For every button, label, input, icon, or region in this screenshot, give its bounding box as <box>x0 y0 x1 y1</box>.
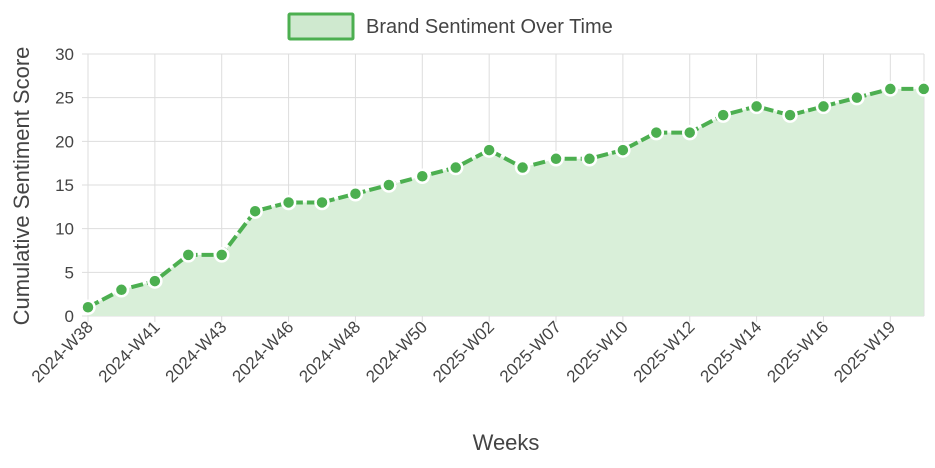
data-points <box>80 81 932 316</box>
x-tick-label: 2025-W07 <box>496 317 565 386</box>
data-point <box>314 194 330 211</box>
x-tick-label: 2025-W19 <box>830 317 899 386</box>
data-point <box>514 159 531 176</box>
y-tick-label: 25 <box>55 89 74 108</box>
x-tick-label: 2024-W43 <box>162 317 231 386</box>
area-fill <box>88 88 924 316</box>
x-tick-label: 2024-W48 <box>295 317 364 386</box>
x-tick-label: 2025-W02 <box>429 317 498 386</box>
legend[interactable]: Brand Sentiment Over Time <box>287 12 613 41</box>
data-point <box>147 273 163 289</box>
y-axis-ticks: 0 5 10 15 20 25 30 <box>55 45 74 326</box>
x-axis-title: Weeks <box>473 430 540 455</box>
x-tick-label: 2024-W38 <box>28 317 97 386</box>
data-point <box>113 282 130 298</box>
data-point <box>581 151 598 167</box>
data-point <box>615 142 631 158</box>
data-point <box>80 299 96 316</box>
x-tick-label: 2025-W14 <box>697 317 766 386</box>
data-point <box>681 124 698 141</box>
legend-swatch[interactable] <box>287 12 355 41</box>
x-tick-label: 2024-W46 <box>229 317 298 386</box>
data-point <box>213 247 230 263</box>
x-tick-label: 2024-W50 <box>362 317 431 386</box>
data-point <box>782 107 798 123</box>
area-layer <box>88 88 924 316</box>
x-tick-label: 2024-W41 <box>95 317 164 386</box>
data-point <box>447 159 464 176</box>
y-tick-label: 20 <box>55 132 74 151</box>
y-tick-label: 15 <box>55 176 74 195</box>
data-point <box>180 247 197 263</box>
data-point <box>548 151 564 167</box>
data-point <box>347 185 364 202</box>
y-tick-label: 5 <box>65 263 74 282</box>
y-tick-label: 30 <box>55 45 74 64</box>
data-point <box>815 98 832 115</box>
y-tick-label: 0 <box>65 307 74 326</box>
x-tick-label: 2025-W12 <box>630 317 699 386</box>
data-point <box>748 98 765 115</box>
data-point <box>280 194 297 211</box>
y-axis-title: Cumulative Sentiment Score <box>9 47 34 326</box>
data-point <box>715 107 731 123</box>
data-point <box>849 89 865 106</box>
data-point <box>916 81 932 97</box>
x-axis-ticks: 2024-W382024-W412024-W432024-W462024-W48… <box>28 317 899 386</box>
data-point <box>247 203 263 219</box>
x-tick-label: 2025-W16 <box>763 317 832 386</box>
data-point <box>648 124 665 141</box>
data-point <box>414 168 431 185</box>
y-tick-label: 10 <box>55 220 74 239</box>
legend-label: Brand Sentiment Over Time <box>366 16 613 38</box>
data-point <box>481 142 497 158</box>
data-point <box>882 81 899 97</box>
x-tick-label: 2025-W10 <box>563 317 632 386</box>
data-point <box>381 177 397 193</box>
